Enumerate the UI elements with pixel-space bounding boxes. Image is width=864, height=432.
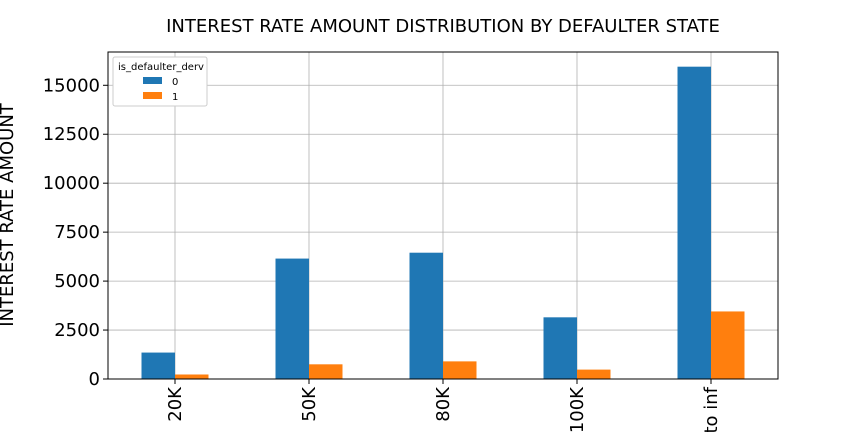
x-tick-label: 100K <box>567 386 588 432</box>
bar-series-1 <box>577 369 611 379</box>
y-tick-label: 5000 <box>54 271 100 292</box>
legend-swatch-0 <box>143 77 162 84</box>
y-tick-label: 7500 <box>54 222 100 243</box>
y-axis-label: INTEREST RATE AMOUNT <box>0 102 18 327</box>
bar-series-1 <box>443 361 477 379</box>
bars <box>141 66 745 379</box>
legend-label-0: 0 <box>172 77 178 88</box>
bar-series-1 <box>309 364 343 379</box>
y-tick-label: 0 <box>89 369 100 390</box>
x-axis: 20K 50K 80K 100K to inf <box>165 379 722 432</box>
bar-series-0 <box>409 252 443 379</box>
x-tick-label: 20K <box>165 386 186 422</box>
y-axis: 0 2500 5000 7500 10000 12500 15000 <box>43 75 108 390</box>
legend-swatch-1 <box>143 92 162 99</box>
bar-series-1 <box>711 311 745 379</box>
legend-title: is_defaulter_derv <box>118 62 204 73</box>
x-tick-label: 50K <box>299 386 320 422</box>
x-tick-label: to inf <box>701 386 722 432</box>
bar-series-0 <box>141 352 175 379</box>
y-tick-label: 10000 <box>43 173 100 194</box>
bar-series-0 <box>677 66 711 379</box>
legend-label-1: 1 <box>172 92 178 103</box>
bar-series-0 <box>543 317 577 379</box>
legend: is_defaulter_derv 0 1 <box>112 56 208 107</box>
chart-title: INTEREST RATE AMOUNT DISTRIBUTION BY DEF… <box>166 16 720 37</box>
x-tick-label: 80K <box>433 386 454 422</box>
y-tick-label: 15000 <box>43 75 100 96</box>
bar-series-0 <box>275 258 309 379</box>
y-tick-label: 2500 <box>54 320 100 341</box>
y-tick-label: 12500 <box>43 124 100 145</box>
bar-series-1 <box>175 374 209 379</box>
